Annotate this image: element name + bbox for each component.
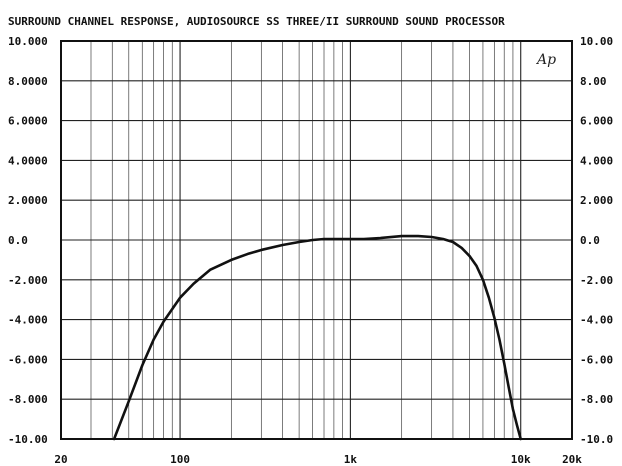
y-tick-label-left: 8.0000 [8, 75, 48, 88]
x-tick-label: 10k [511, 453, 531, 466]
chart-title: SURROUND CHANNEL RESPONSE, AUDIOSOURCE S… [8, 15, 505, 28]
y-tick-label-left: -2.000 [8, 274, 48, 287]
y-tick-label-left: -4.000 [8, 314, 48, 327]
y-tick-label-left: 6.0000 [8, 115, 48, 128]
y-tick-label-left: 2.0000 [8, 194, 48, 207]
y-tick-label-right: 2.000 [580, 194, 613, 207]
y-axis-left-labels: 10.000 8.0000 6.0000 4.0000 2.0000 0.0 -2.000 -… [8, 35, 48, 446]
y-axis-right-labels: 10.00 8.00 6.000 4.000 2.000 0.0 -2.00 -4.00 -6.… [580, 35, 613, 446]
y-tick-label-left: -6.000 [8, 353, 48, 366]
x-tick-label: 20k [562, 453, 582, 466]
response-curve [112, 234, 523, 441]
y-tick-label-left: -8.000 [8, 393, 48, 406]
series-layer [112, 234, 523, 441]
x-tick-label: 20 [54, 453, 67, 466]
y-tick-label-right: 10.00 [580, 35, 613, 48]
y-tick-label-right: -6.00 [580, 353, 613, 366]
audio-precision-logo: Ap [535, 52, 556, 68]
y-tick-label-right: -8.00 [580, 393, 613, 406]
x-axis-labels: 20 100 1k 10k 20k [54, 453, 582, 466]
y-tick-label-right: 8.00 [580, 75, 607, 88]
y-tick-label-left: 4.0000 [8, 154, 48, 167]
y-tick-label-right: 6.000 [580, 115, 613, 128]
x-tick-label: 100 [170, 453, 190, 466]
y-tick-label-right: 0.0 [580, 234, 600, 247]
plot-frame [60, 40, 573, 440]
y-tick-label-right: -2.00 [580, 274, 613, 287]
y-tick-label-right: 4.000 [580, 154, 613, 167]
y-tick-label-right: -4.00 [580, 314, 613, 327]
x-tick-label: 1k [344, 453, 358, 466]
y-tick-label-left: 0.0 [8, 234, 28, 247]
y-tick-label-left: -10.00 [8, 433, 48, 446]
y-tick-label-left: 10.000 [8, 35, 48, 48]
y-tick-label-right: -10.0 [580, 433, 613, 446]
